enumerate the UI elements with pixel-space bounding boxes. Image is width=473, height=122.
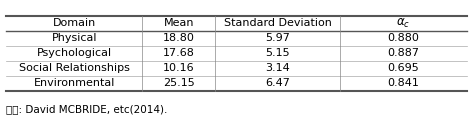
Text: 25.15: 25.15 xyxy=(163,78,195,88)
Text: Physical: Physical xyxy=(52,33,97,43)
Text: 5.15: 5.15 xyxy=(265,48,290,58)
Text: Mean: Mean xyxy=(164,18,194,28)
Text: Environmental: Environmental xyxy=(34,78,115,88)
Text: Standard Deviation: Standard Deviation xyxy=(224,18,332,28)
Text: 3.14: 3.14 xyxy=(265,63,290,73)
Text: $\alpha_c$: $\alpha_c$ xyxy=(396,17,411,30)
Text: Social Relationships: Social Relationships xyxy=(19,63,130,73)
Text: Psychological: Psychological xyxy=(37,48,112,58)
Text: 0.887: 0.887 xyxy=(387,48,420,58)
Text: 0.880: 0.880 xyxy=(387,33,420,43)
Text: 17.68: 17.68 xyxy=(163,48,195,58)
Text: 5.97: 5.97 xyxy=(265,33,290,43)
Text: 10.16: 10.16 xyxy=(163,63,195,73)
Text: Domain: Domain xyxy=(53,18,96,28)
Text: 자료: David MCBRIDE, etc(2014).: 자료: David MCBRIDE, etc(2014). xyxy=(6,104,167,114)
Text: 18.80: 18.80 xyxy=(163,33,195,43)
Text: 6.47: 6.47 xyxy=(265,78,290,88)
Text: 0.841: 0.841 xyxy=(387,78,420,88)
Text: 0.695: 0.695 xyxy=(387,63,419,73)
